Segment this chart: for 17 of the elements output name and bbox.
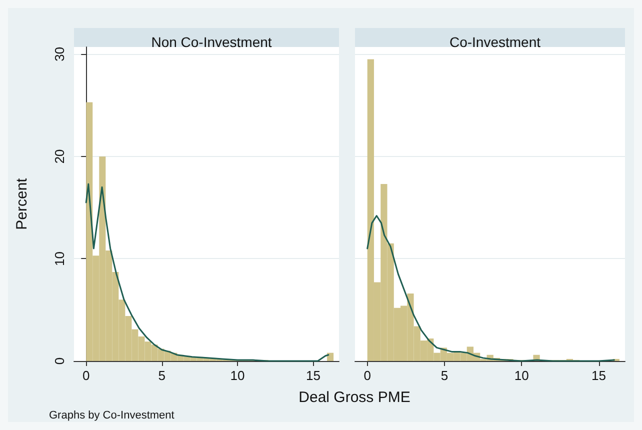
x-tick-label: 15: [306, 368, 320, 383]
y-tick-label: 0: [52, 357, 67, 365]
x-tick-label: 0: [364, 368, 371, 383]
text: Graphs by Co-Investment: [49, 410, 174, 422]
x-tick-label: 0: [82, 368, 90, 383]
chart-title: Non Co-Investment: [151, 34, 272, 50]
y-tick-label: 20: [52, 149, 67, 164]
x-axis-title: Deal Gross PME: [298, 389, 410, 406]
y-tick-label: 10: [52, 251, 67, 266]
x-tick-label: 10: [514, 368, 529, 383]
x-tick-label: 5: [158, 368, 166, 383]
chart-title: Co-Investment: [449, 34, 541, 50]
y-tick-label: 30: [52, 46, 67, 62]
y-axis-title: Percent: [14, 177, 30, 230]
x-tick-label: 10: [230, 368, 245, 383]
x-tick-label: 15: [592, 368, 606, 383]
x-tick-label: 5: [440, 368, 448, 383]
